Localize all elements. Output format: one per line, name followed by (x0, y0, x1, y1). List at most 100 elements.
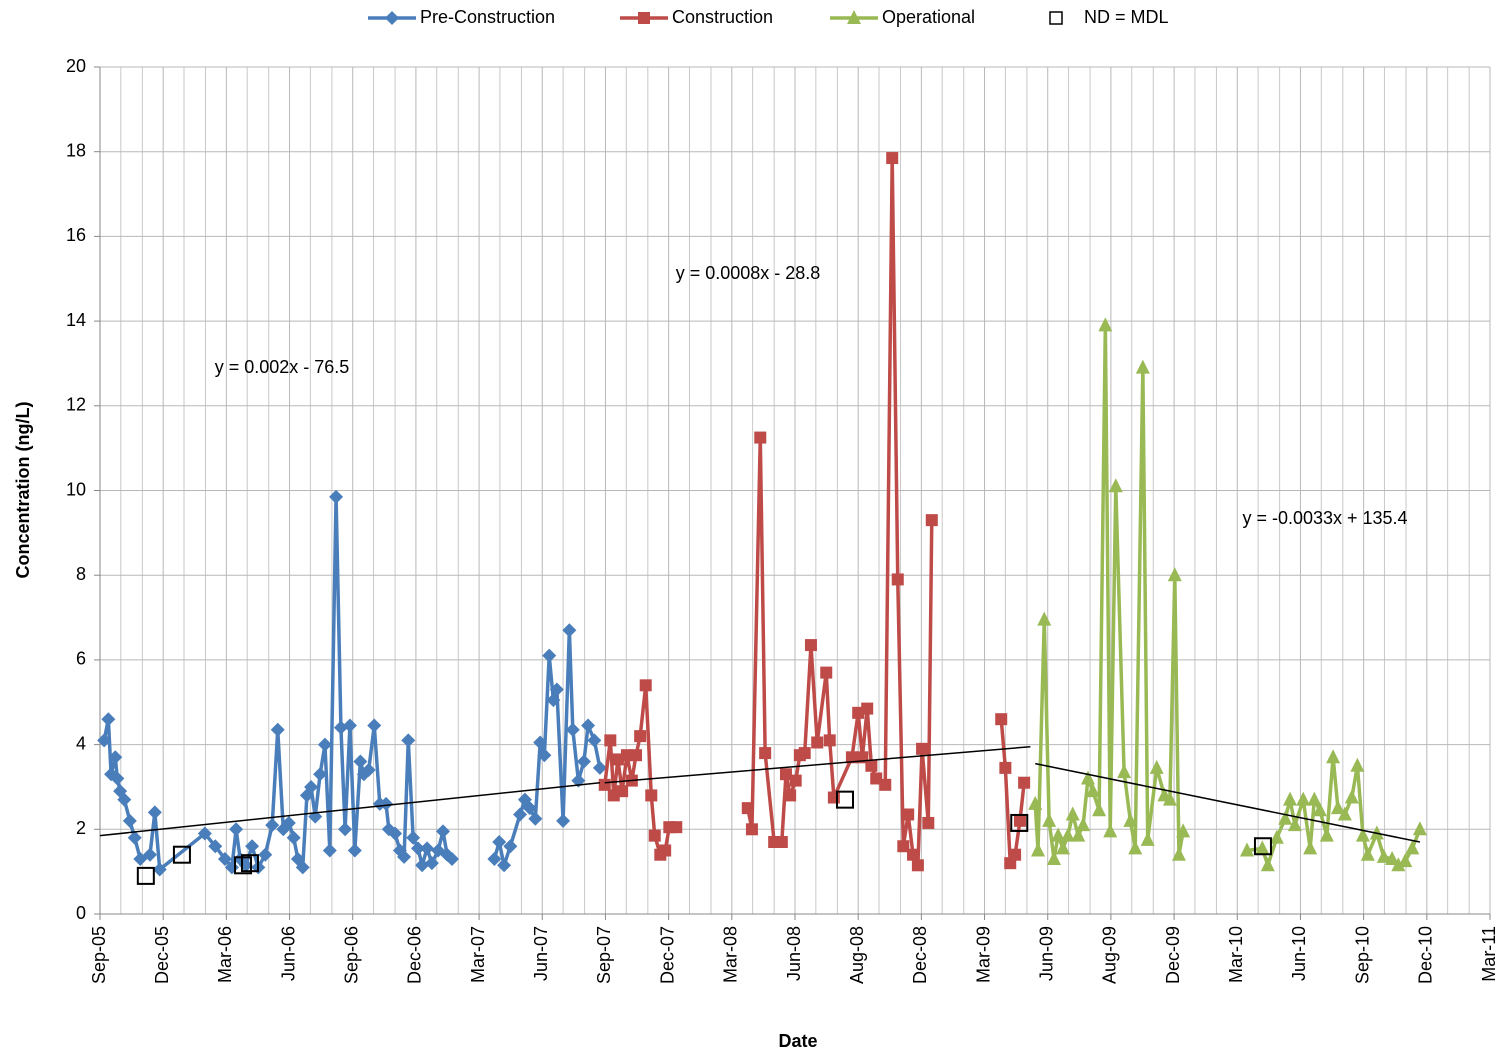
data-point (338, 822, 353, 837)
data-point (598, 778, 611, 791)
x-tick-label: Jun-09 (1036, 926, 1056, 981)
data-point (620, 749, 633, 762)
data-point (820, 666, 833, 679)
data-point (1360, 846, 1375, 861)
data-point (234, 856, 253, 875)
data-point (1350, 757, 1365, 772)
data-point (1140, 831, 1155, 846)
legend-marker (638, 12, 650, 24)
data-point (1076, 817, 1091, 832)
y-tick-label: 20 (66, 56, 86, 76)
data-point (415, 858, 430, 873)
data-point (1176, 823, 1191, 838)
data-point (852, 706, 865, 719)
trendline-equation: y = 0.0008x - 28.8 (676, 263, 821, 283)
data-point (101, 712, 116, 727)
legend-item: Operational (830, 7, 975, 27)
y-tick-label: 8 (76, 564, 86, 584)
legend-item: ND = MDL (1049, 7, 1169, 27)
y-tick-label: 18 (66, 140, 86, 160)
data-point (397, 849, 412, 864)
data-point (537, 748, 552, 763)
data-point (542, 648, 557, 663)
x-tick-label: Dec-05 (152, 926, 172, 984)
data-point (556, 813, 571, 828)
data-point (611, 753, 624, 766)
data-point (999, 761, 1012, 774)
data-point (1337, 806, 1352, 821)
data-point (789, 774, 802, 787)
y-axis-label: Concentration (ng/L) (13, 402, 33, 579)
data-point (1355, 827, 1370, 842)
y-tick-label: 10 (66, 479, 86, 499)
data-point (922, 816, 935, 829)
data-point (1037, 611, 1052, 626)
data-point (240, 854, 259, 873)
data-point (265, 818, 280, 833)
legend-marker (1049, 11, 1063, 25)
data-point (281, 815, 296, 830)
x-tick-label: Dec-09 (1163, 926, 1183, 984)
y-tick-label: 2 (76, 818, 86, 838)
data-point (587, 733, 602, 748)
data-point (1060, 827, 1075, 842)
x-tick-label: Sep-06 (341, 926, 361, 984)
data-point (1056, 840, 1071, 855)
data-point (136, 866, 155, 885)
data-point (1167, 567, 1182, 582)
data-point (1149, 759, 1164, 774)
data-point (108, 750, 123, 765)
data-point (497, 858, 512, 873)
data-point (1255, 840, 1270, 855)
trendline (1035, 762, 1421, 843)
trendline (604, 745, 1031, 784)
data-point (152, 862, 167, 877)
data-point (870, 772, 883, 785)
data-point (424, 856, 439, 871)
data-point (1031, 842, 1046, 857)
data-point (503, 839, 518, 854)
data-point (775, 836, 788, 849)
data-point (172, 845, 191, 864)
trendline (99, 781, 600, 837)
data-point (420, 841, 435, 856)
x-tick-label: Mar-11 (1479, 926, 1499, 982)
legend-item: Construction (620, 7, 773, 27)
x-tick-label: Dec-08 (910, 926, 930, 984)
data-point (1162, 791, 1177, 806)
x-tick-label: Jun-06 (278, 926, 298, 981)
legend-marker (385, 11, 399, 25)
data-point (1018, 776, 1031, 789)
data-point (1013, 814, 1026, 827)
data-point (388, 826, 403, 841)
data-point (861, 702, 874, 715)
data-point (1296, 791, 1311, 806)
data-point (1028, 795, 1043, 810)
data-point (1135, 359, 1150, 374)
data-point (911, 859, 924, 872)
x-tick-label: Aug-08 (847, 926, 867, 984)
data-point (879, 778, 892, 791)
data-point (648, 829, 661, 842)
data-point (835, 790, 854, 809)
data-point (445, 851, 460, 866)
data-point (245, 839, 260, 854)
data-point (286, 830, 301, 845)
data-point (1123, 812, 1138, 827)
data-point (639, 679, 652, 692)
data-point (1171, 846, 1186, 861)
x-tick-label: Dec-06 (405, 926, 425, 984)
data-point (798, 747, 811, 760)
data-point (1326, 749, 1341, 764)
data-point (1287, 817, 1302, 832)
data-point (1042, 812, 1057, 827)
data-point (886, 152, 899, 165)
data-point (1344, 789, 1359, 804)
data-point (1117, 764, 1132, 779)
data-point (907, 848, 920, 861)
data-point (533, 735, 548, 750)
data-point (410, 841, 425, 856)
data-point (576, 754, 591, 769)
data-point (322, 843, 337, 858)
x-tick-label: Sep-05 (89, 926, 109, 984)
